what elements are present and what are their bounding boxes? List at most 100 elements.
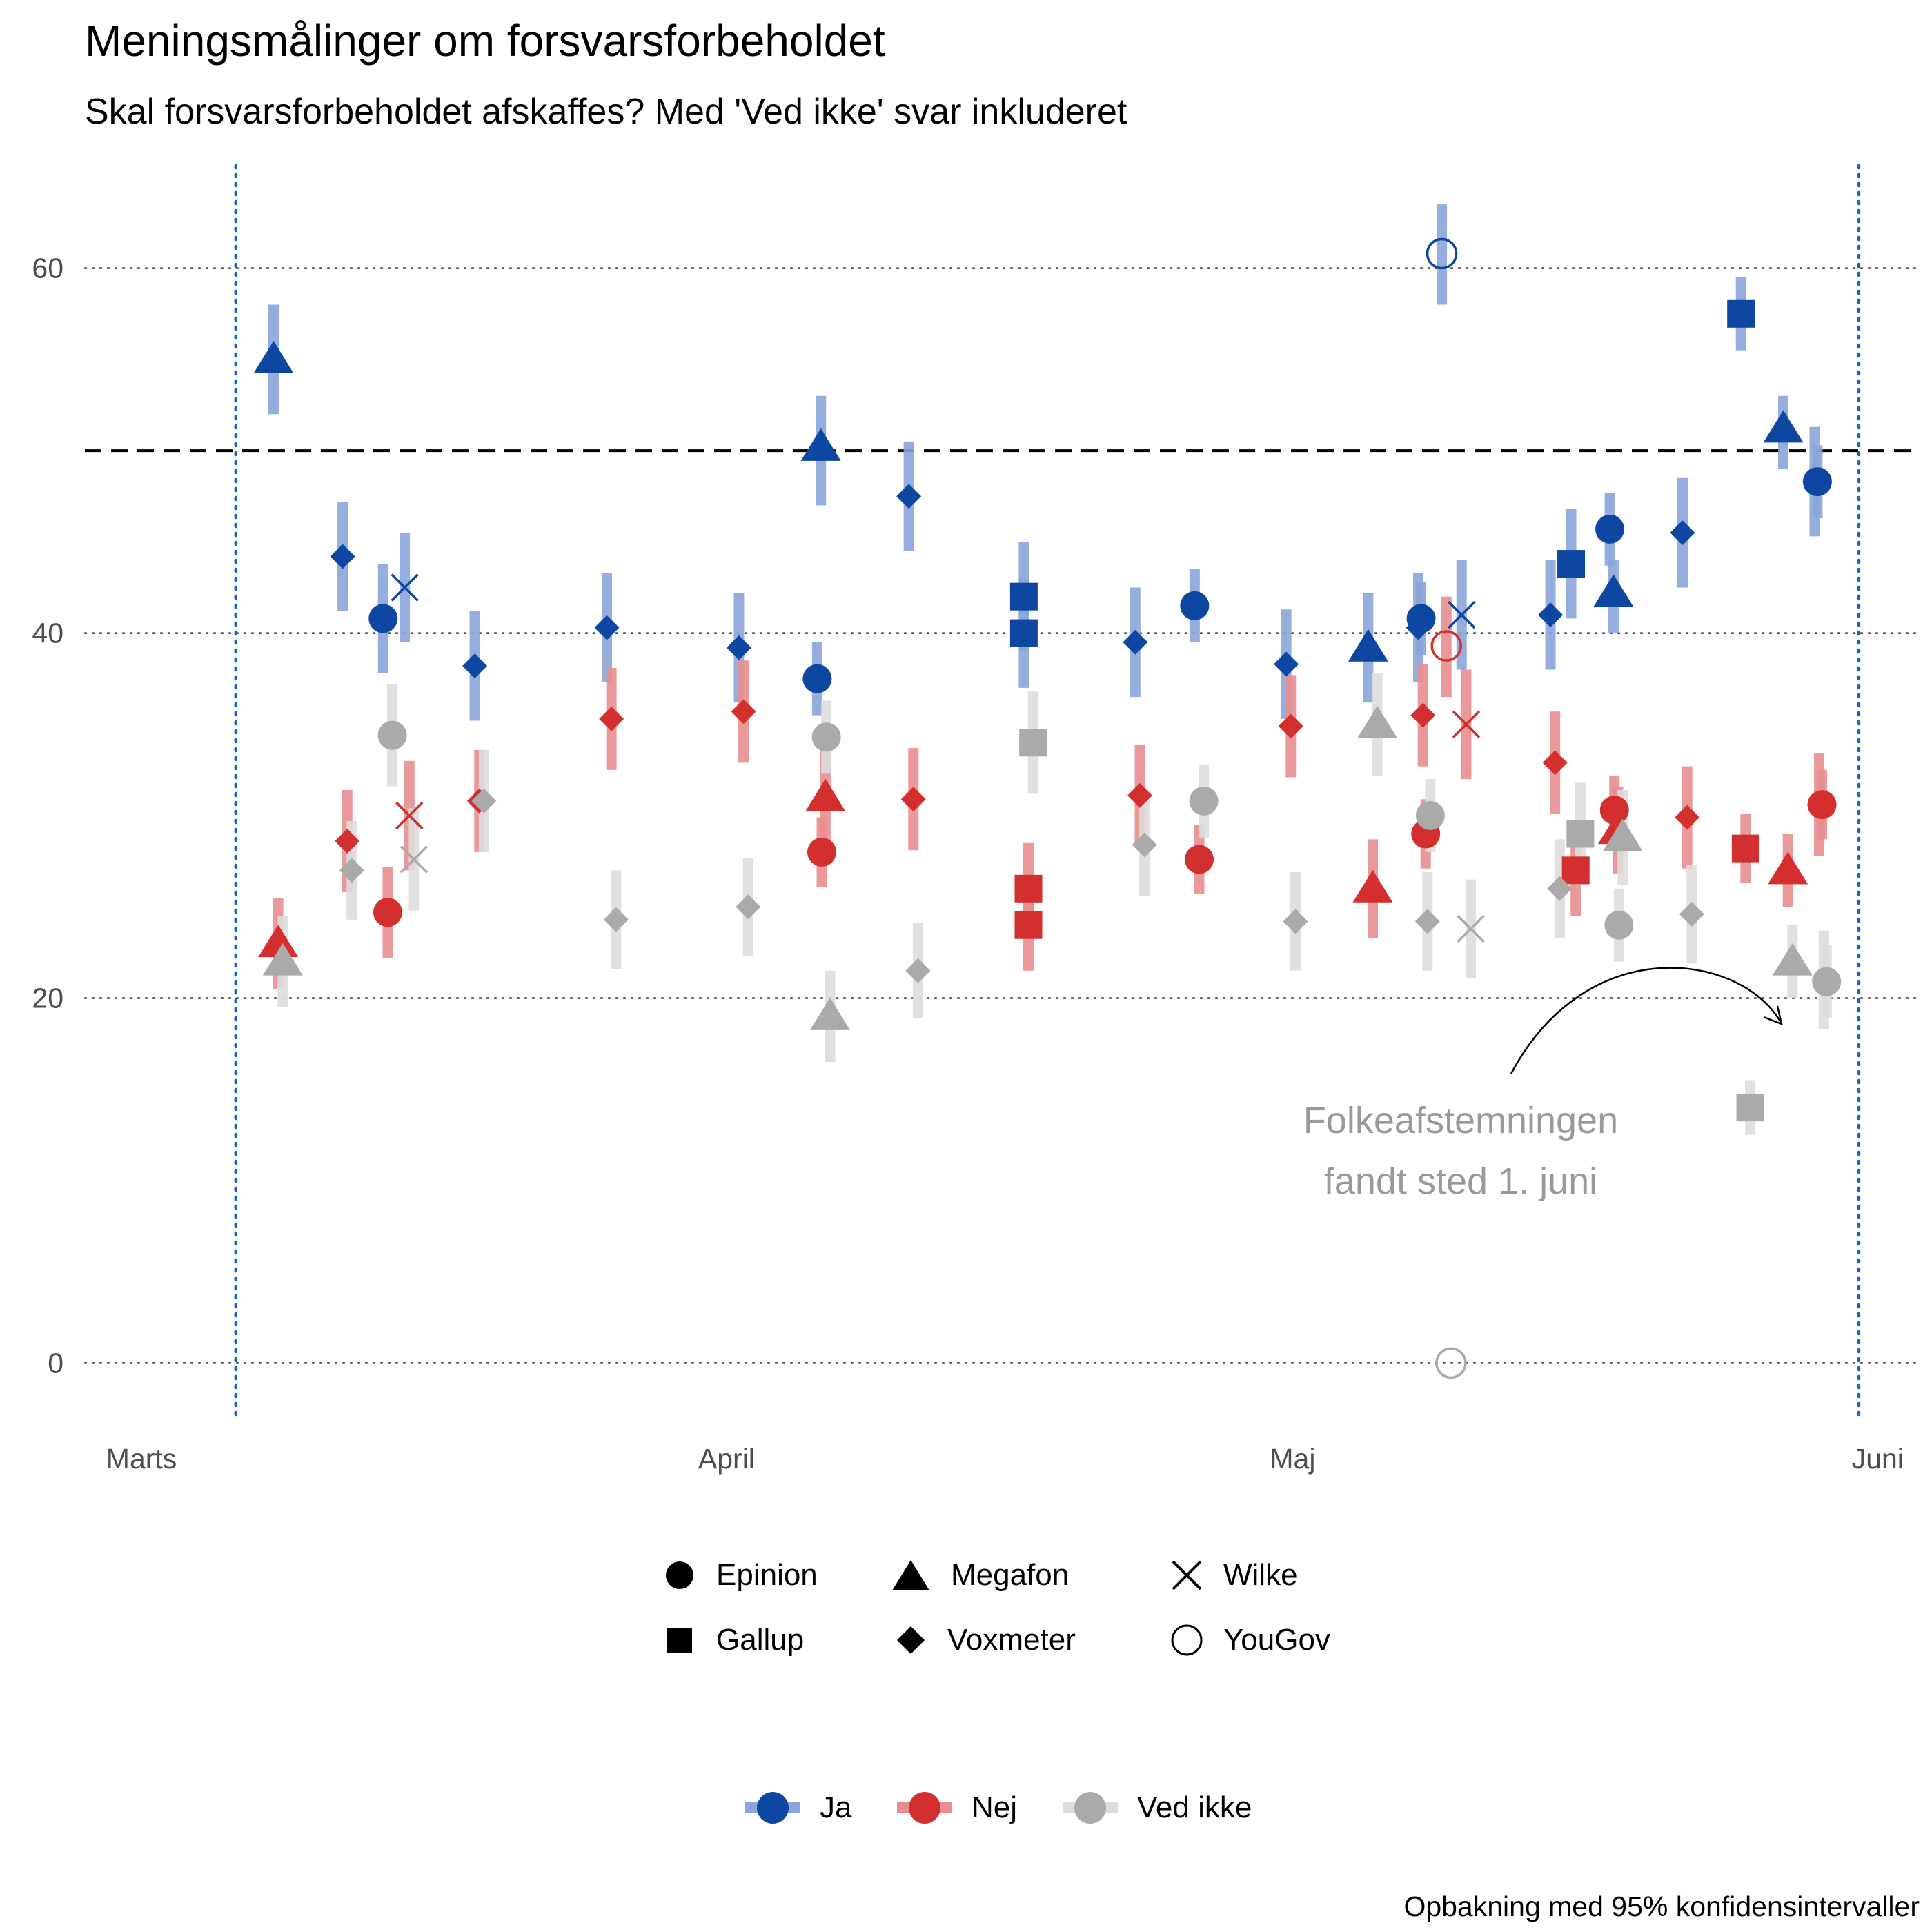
point-ved-ikke-voxmeter: [1547, 876, 1573, 901]
point-nej-voxmeter: [335, 829, 360, 854]
circle-icon: [666, 1561, 693, 1589]
point-ved-ikke-wilke: [400, 845, 428, 874]
reference-lines: [85, 164, 1915, 1423]
legend-label: YouGov: [1223, 1623, 1330, 1657]
point-ja-megafon: [1763, 410, 1804, 443]
point-ja-megafon: [800, 428, 841, 461]
grid-lines: [83, 267, 1917, 1364]
confidence-intervals: [268, 204, 1832, 1135]
legend-label: Nej: [972, 1791, 1018, 1824]
point-ja-wilke: [391, 573, 419, 602]
point-ja-voxmeter: [1802, 469, 1827, 495]
annotation-arrowhead: [1763, 1005, 1783, 1026]
annotation-line-2: fandt sted 1. juni: [1324, 1161, 1597, 1202]
legend-item-yougov: YouGov: [1170, 1623, 1330, 1657]
point-ja-epinion: [1180, 591, 1210, 620]
point-ja-yougov: [1426, 237, 1458, 270]
diamond-icon: [897, 1626, 925, 1654]
point-ved-ikke-megafon: [1357, 705, 1398, 738]
point-ved-ikke-voxmeter: [471, 788, 497, 814]
point-ja-voxmeter: [1406, 615, 1431, 640]
square-icon: [667, 1628, 692, 1653]
legend-label: Wilke: [1223, 1558, 1298, 1592]
point-nej-gallup: [1731, 834, 1759, 862]
point-ja-megafon: [253, 340, 294, 373]
point-nej-voxmeter: [731, 699, 756, 724]
chart-subtitle: Skal forsvarsforbeholdet afskaffes? Med …: [85, 92, 1127, 132]
point-ja-voxmeter: [1538, 602, 1564, 628]
y-tick-label: 60: [32, 253, 63, 284]
point-ja-gallup: [1009, 619, 1038, 647]
point-ved-ikke-megafon: [1602, 818, 1643, 851]
point-ved-ikke-voxmeter: [905, 958, 931, 983]
legend-item-gallup: Gallup: [662, 1623, 804, 1657]
legend-label: Gallup: [716, 1623, 805, 1657]
nej-key-icon: [897, 1792, 952, 1824]
legend-label: Voxmeter: [947, 1623, 1076, 1657]
chart-caption: Opbakning med 95% konfidensintervaller: [1403, 1891, 1920, 1922]
point-ja-voxmeter: [330, 544, 355, 569]
point-ved-ikke-gallup: [1736, 1094, 1764, 1122]
point-nej-epinion: [807, 837, 837, 867]
point-nej-voxmeter: [900, 787, 926, 812]
point-ved-ikke-epinion: [1604, 910, 1634, 940]
point-ved-ikke-epinion: [377, 720, 407, 750]
point-ja-voxmeter: [726, 635, 751, 660]
point-ja-voxmeter: [594, 615, 620, 640]
point-nej-voxmeter: [1675, 805, 1700, 830]
point-ved-ikke-voxmeter: [1414, 909, 1440, 934]
point-nej-megafon: [1768, 851, 1808, 885]
point-ved-ikke-voxmeter: [736, 894, 761, 920]
point-nej-voxmeter: [1410, 702, 1436, 728]
x-tick-label: April: [698, 1443, 755, 1475]
point-ved-ikke-voxmeter: [1283, 909, 1308, 934]
point-ved-ikke-epinion: [811, 722, 841, 752]
cross-icon: [1172, 1560, 1202, 1590]
point-nej-gallup: [1014, 911, 1043, 939]
annotation-arrow: [1510, 967, 1782, 1074]
point-nej-yougov: [1430, 630, 1462, 662]
triangle-icon: [892, 1560, 929, 1590]
point-nej-epinion: [1185, 845, 1214, 874]
point-ja-wilke: [1448, 600, 1476, 629]
point-ja-gallup: [1727, 299, 1755, 328]
open-circle-icon: [1171, 1624, 1203, 1656]
point-ved-ikke-epinion: [1189, 786, 1219, 816]
point-ja-epinion: [368, 604, 398, 633]
point-nej-voxmeter: [1278, 713, 1303, 739]
point-ja-epinion: [802, 664, 832, 693]
point-ved-ikke-megafon: [262, 943, 303, 976]
point-ja-megafon: [1593, 574, 1634, 607]
x-tick-label: Marts: [106, 1443, 177, 1475]
ja-key-icon: [745, 1792, 800, 1824]
legend-item-ved-ikke: Ved ikke: [1063, 1788, 1252, 1827]
point-ved-ikke-megafon: [809, 997, 850, 1030]
point-nej-voxmeter: [1542, 750, 1568, 776]
point-nej-voxmeter: [599, 706, 624, 731]
legend-label: Epinion: [716, 1558, 818, 1592]
point-nej-epinion: [373, 898, 402, 927]
point-nej-gallup: [1561, 856, 1590, 885]
annotation: Folkeafstemningen fandt sted 1. juni: [1303, 967, 1783, 1202]
point-nej-voxmeter: [1806, 792, 1832, 818]
point-ja-voxmeter: [462, 653, 488, 679]
point-nej-wilke: [1452, 710, 1481, 739]
point-ved-ikke-voxmeter: [339, 858, 364, 883]
point-ved-ikke-wilke: [1457, 914, 1485, 943]
point-ja-gallup: [1009, 582, 1038, 611]
point-ja-gallup: [1557, 550, 1586, 578]
point-ja-voxmeter: [896, 484, 922, 509]
annotation-line-1: Folkeafstemningen: [1303, 1100, 1618, 1141]
legend-label: Ja: [820, 1791, 852, 1824]
point-ved-ikke-voxmeter: [1132, 832, 1157, 858]
point-nej-megafon: [258, 925, 299, 958]
point-ved-ikke-gallup: [1019, 729, 1047, 757]
point-nej-voxmeter: [1127, 782, 1152, 808]
point-ved-ikke-epinion: [1415, 801, 1445, 831]
point-ja-voxmeter: [1274, 651, 1299, 677]
y-tick-label: 0: [48, 1347, 63, 1379]
legend-label: Megafon: [951, 1558, 1070, 1592]
legend-item-epinion: Epinion: [662, 1558, 818, 1593]
legend-item-nej: Nej: [897, 1788, 1017, 1827]
